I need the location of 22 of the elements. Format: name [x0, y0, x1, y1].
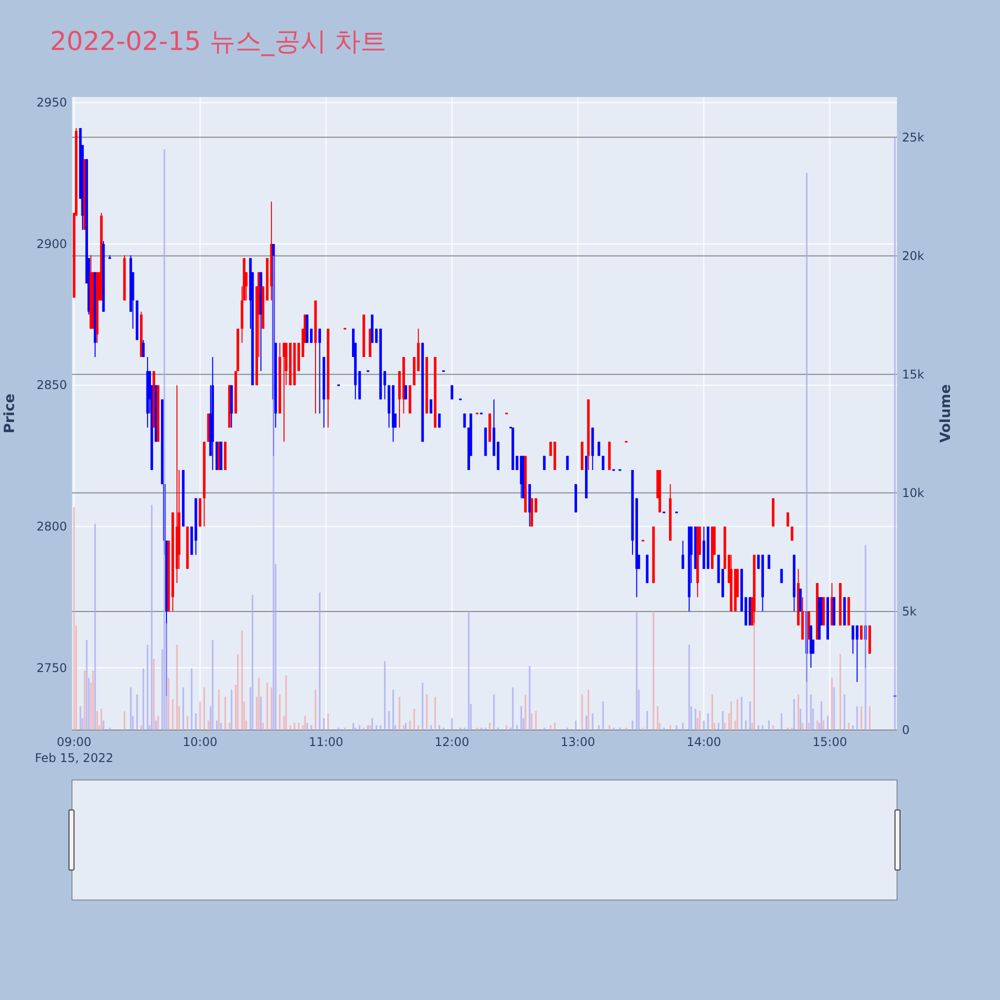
text: Feb 15, 2022 — [34, 751, 114, 765]
y-tick-label: 2900 — [36, 236, 67, 251]
y-tick-label: 2850 — [36, 378, 67, 392]
x-tick-label: 15:00 — [812, 735, 848, 749]
y2-tick-label: 5k — [902, 604, 917, 618]
chart-title: 2022-02-15 뉴스_공시 차트 — [50, 27, 387, 57]
x-tick-label: 11:00 — [308, 735, 344, 749]
y2-tick-label: 15k — [902, 367, 924, 382]
y-tick-label: 2800 — [36, 520, 67, 534]
x-tick-label: 14:00 — [686, 735, 722, 749]
x-tick-label: 10:00 — [182, 735, 218, 749]
y-tick-label: 2750 — [36, 660, 67, 675]
y2-tick-label: 0 — [902, 723, 910, 737]
x-tick-label: 12:00 — [434, 735, 470, 749]
y-axis-title: Price — [2, 394, 18, 434]
y2-tick-label: 25k — [902, 130, 924, 144]
x-tick-label: 13:00 — [560, 735, 596, 749]
y2-tick-label: 10k — [902, 486, 924, 500]
x-tick-label: 09:00 — [56, 735, 92, 749]
y2-tick-label: 20k — [902, 248, 924, 263]
y-tick-label: 2950 — [36, 96, 67, 110]
y2-axis-title: Volume — [938, 384, 954, 443]
